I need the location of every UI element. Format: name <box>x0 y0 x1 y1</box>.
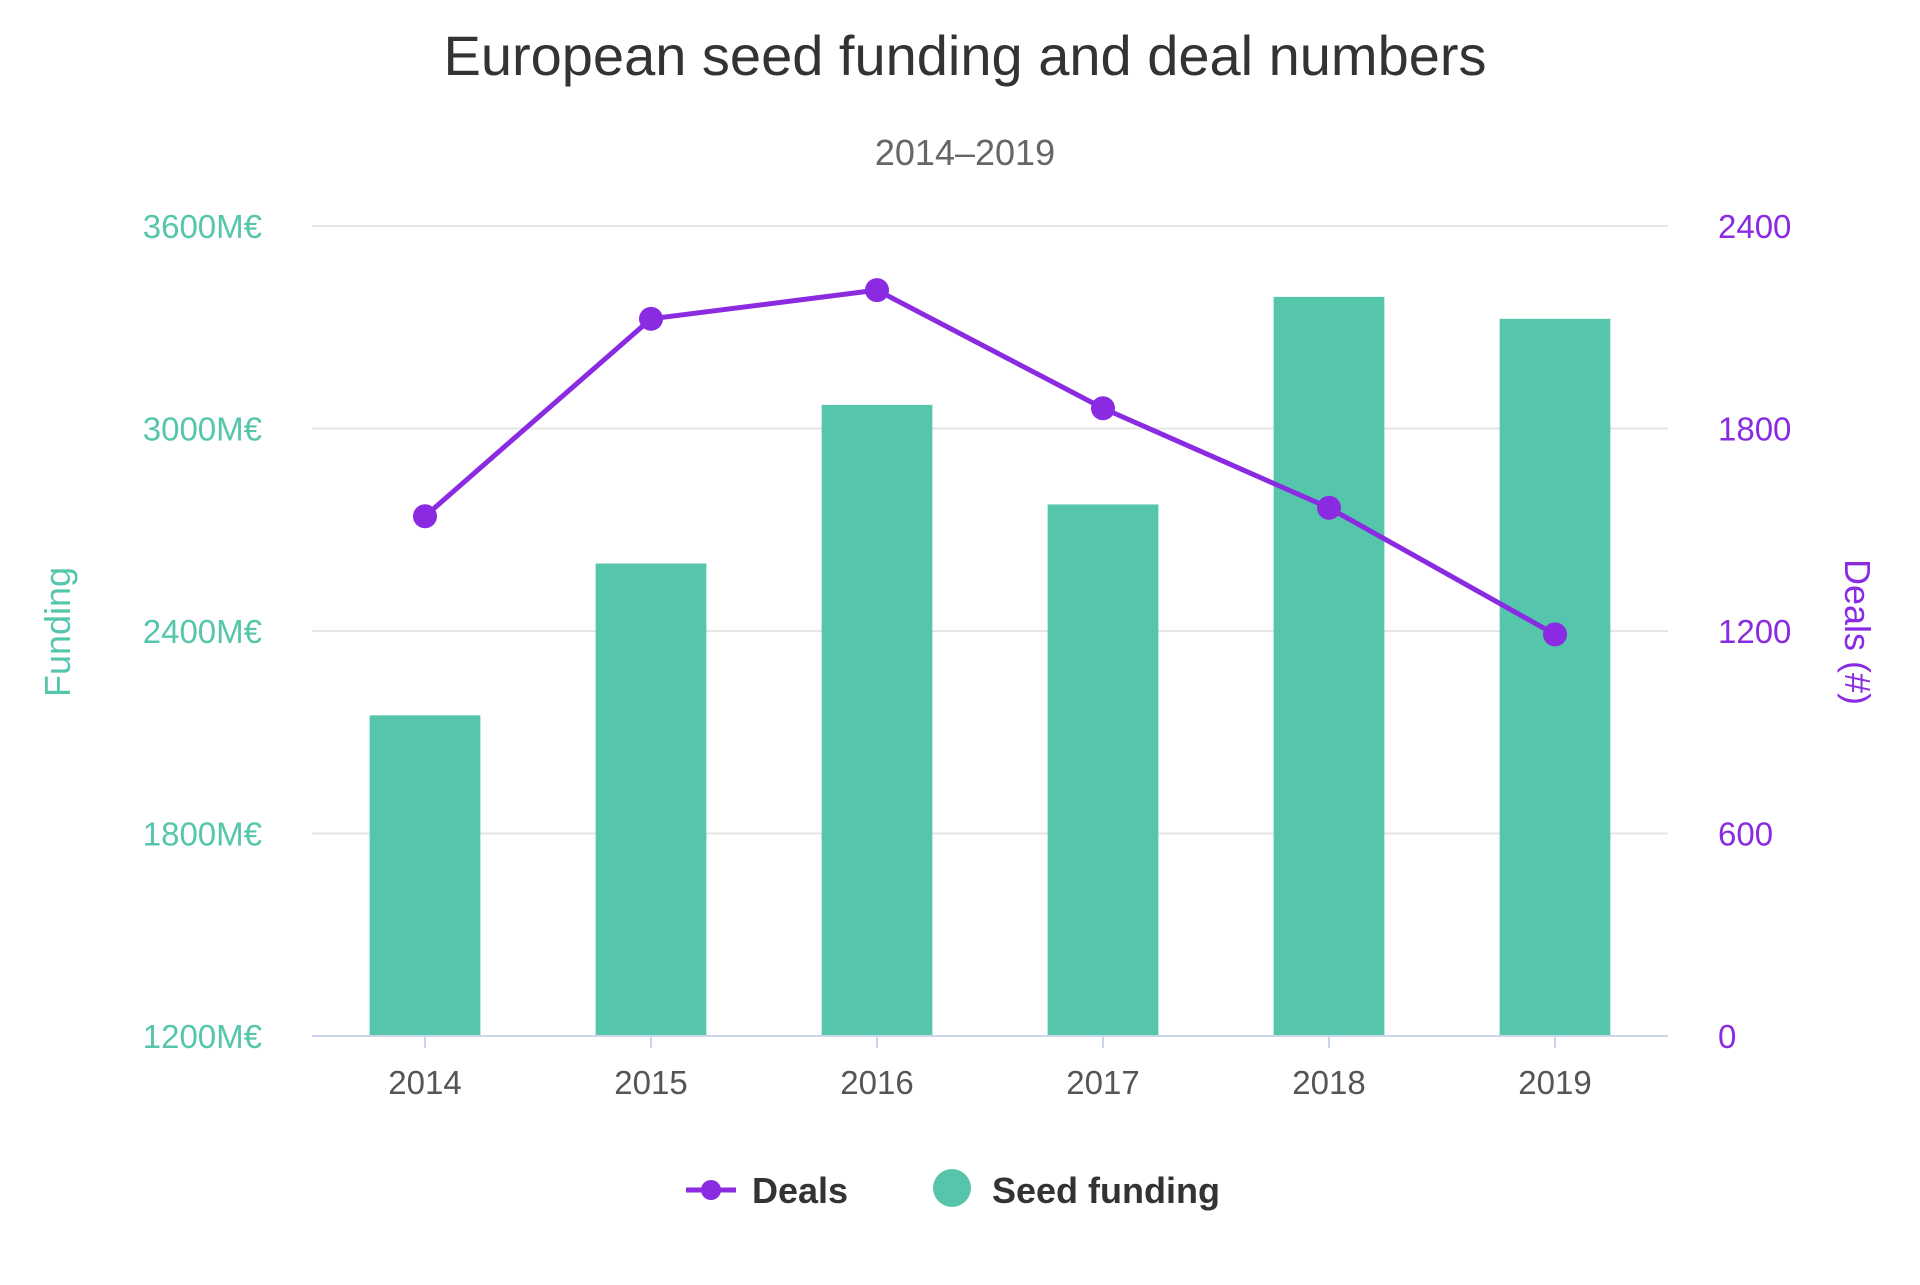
legend-seed-funding-marker-icon <box>933 1169 971 1207</box>
x-tick-label: 2014 <box>388 1064 461 1101</box>
y-right-tick-label: 1200 <box>1718 613 1791 650</box>
x-tick-label: 2018 <box>1292 1064 1365 1101</box>
legend-item-seed-funding[interactable]: Seed funding <box>933 1169 1220 1211</box>
x-tick-label: 2019 <box>1518 1064 1591 1101</box>
bar-seed-funding[interactable] <box>369 715 481 1036</box>
axes: 1200M€ 1800M€ 2400M€ 3000M€ 3600M€ 0 600 1200 18… <box>143 208 1792 1101</box>
bar-seed-funding[interactable] <box>1499 318 1611 1036</box>
bar-series <box>369 296 1611 1037</box>
line-deals <box>423 287 1557 637</box>
y-left-tick-label: 1800M€ <box>143 816 262 853</box>
point-deals[interactable] <box>1091 396 1115 421</box>
line-series <box>413 278 1567 647</box>
legend: Deals Seed funding <box>686 1169 1220 1211</box>
y-right-tick-label: 0 <box>1718 1018 1736 1055</box>
legend-deals-label: Deals <box>752 1170 848 1211</box>
x-tick-label: 2015 <box>614 1064 687 1101</box>
chart-title: European seed funding and deal numbers <box>444 24 1487 87</box>
bar-seed-funding[interactable] <box>1047 504 1159 1036</box>
y-axis-left-title: Funding <box>37 567 78 697</box>
bar-seed-funding[interactable] <box>821 404 933 1036</box>
y-left-tick-label: 3000M€ <box>143 411 262 448</box>
y-right-tick-label: 1800 <box>1718 411 1791 448</box>
bar-seed-funding[interactable] <box>595 563 707 1037</box>
point-deals[interactable] <box>1317 495 1341 520</box>
legend-deals-marker-icon <box>701 1180 721 1200</box>
chart-subtitle: 2014–2019 <box>875 132 1055 173</box>
y-left-tick-label: 1200M€ <box>143 1018 262 1055</box>
y-left-tick-label: 2400M€ <box>143 613 262 650</box>
y-left-tick-label: 3600M€ <box>143 208 262 245</box>
y-right-tick-label: 600 <box>1718 816 1773 853</box>
x-tick-label: 2017 <box>1066 1064 1139 1101</box>
point-deals[interactable] <box>1543 622 1567 647</box>
legend-seed-funding-label: Seed funding <box>992 1170 1220 1211</box>
bar-seed-funding[interactable] <box>1273 296 1385 1036</box>
point-deals[interactable] <box>865 278 889 303</box>
point-deals[interactable] <box>639 306 663 331</box>
y-right-tick-label: 2400 <box>1718 208 1791 245</box>
gridlines <box>312 225 1668 835</box>
x-tick-label: 2016 <box>840 1064 913 1101</box>
legend-item-deals[interactable]: Deals <box>686 1170 848 1211</box>
y-axis-right-title: Deals (#) <box>1837 559 1878 705</box>
point-deals[interactable] <box>413 504 437 529</box>
